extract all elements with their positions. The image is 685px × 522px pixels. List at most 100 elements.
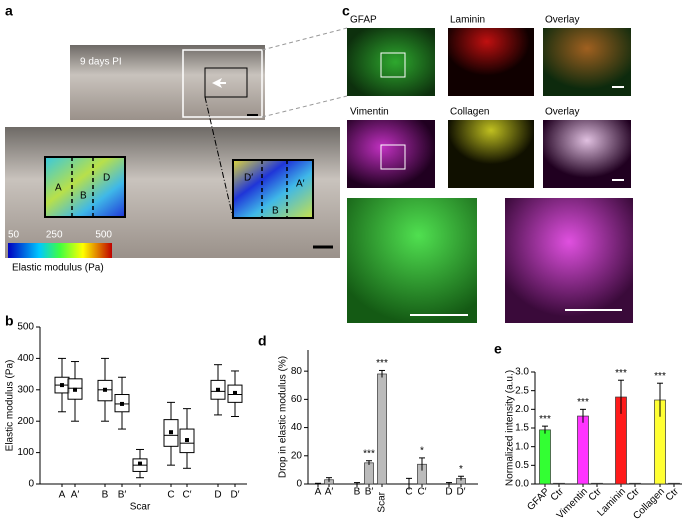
mean bbox=[73, 387, 77, 392]
zoom-box bbox=[182, 49, 263, 118]
x-tick-label: C′ bbox=[417, 487, 426, 498]
significance: *** bbox=[363, 448, 375, 459]
inset-label: 9 days PI bbox=[80, 57, 122, 68]
y-tick-label: 2.5 bbox=[515, 385, 529, 396]
connector bbox=[261, 27, 348, 118]
y-tick-label: 0.0 bbox=[515, 479, 529, 490]
panel-label: b bbox=[5, 313, 14, 329]
y-tick-label: 2.0 bbox=[515, 404, 529, 415]
mean bbox=[120, 401, 124, 406]
brain-image bbox=[70, 45, 265, 120]
micrographs bbox=[347, 28, 633, 323]
region-label: B bbox=[272, 206, 279, 217]
x-tick-label: C′ bbox=[182, 490, 191, 501]
region-label: B bbox=[80, 191, 87, 202]
y-axis-label: Drop in elastic modulus (%) bbox=[278, 356, 289, 478]
mean bbox=[138, 461, 142, 466]
mean bbox=[103, 387, 107, 392]
panel-label: c bbox=[342, 3, 350, 19]
x-tick-label: B bbox=[102, 490, 109, 501]
x-tick-label: D′ bbox=[230, 490, 239, 501]
y-tick-label: 400 bbox=[17, 353, 34, 364]
stain-label: Overlay bbox=[545, 15, 579, 26]
y-axis-label: Elastic modulus (Pa) bbox=[5, 360, 16, 452]
x-tick-label: A bbox=[315, 487, 322, 498]
dashed-lines bbox=[71, 157, 288, 218]
mean bbox=[185, 438, 189, 443]
bar bbox=[539, 429, 551, 485]
x-tick-label: Ctr bbox=[664, 486, 682, 504]
bar bbox=[668, 482, 680, 485]
region-label: A′ bbox=[296, 179, 305, 190]
x-tick-label: A′ bbox=[71, 490, 80, 501]
x-tick-label: Ctr bbox=[625, 486, 643, 504]
y-tick-label: 300 bbox=[17, 384, 34, 395]
x-tick-label: Scar bbox=[377, 491, 388, 512]
colorbar bbox=[8, 243, 112, 258]
mean bbox=[169, 430, 173, 435]
x-tick-label: C bbox=[167, 490, 174, 501]
y-axis-label: Normalized intensity (a.u.) bbox=[505, 370, 516, 486]
significance: * bbox=[420, 446, 424, 457]
heatmap bbox=[232, 159, 314, 219]
x-tick-label: C bbox=[405, 487, 412, 498]
stain-label: GFAP bbox=[350, 15, 377, 26]
stain-label: Laminin bbox=[450, 15, 485, 26]
significance: * bbox=[459, 464, 463, 475]
bar bbox=[553, 482, 565, 485]
significance: *** bbox=[577, 397, 589, 408]
colorbar-tick-label: 500 bbox=[95, 230, 112, 241]
colorbar-tick-label: 250 bbox=[46, 230, 63, 241]
significance: *** bbox=[376, 358, 388, 369]
colorbar-tick-label: 50 bbox=[8, 230, 20, 241]
x-tick-label: B′ bbox=[118, 490, 127, 501]
region-label: A bbox=[55, 183, 62, 194]
significance: *** bbox=[615, 368, 627, 379]
y-tick-label: 200 bbox=[17, 416, 34, 427]
x-tick-label: D bbox=[445, 487, 452, 498]
y-tick-label: 3.0 bbox=[515, 367, 529, 378]
x-tick-label: D′ bbox=[456, 487, 465, 498]
bar bbox=[377, 373, 387, 485]
x-tick-label: A bbox=[59, 490, 66, 501]
zoom-box bbox=[204, 67, 248, 98]
x-tick-label: Scar bbox=[130, 502, 151, 513]
panel-label: d bbox=[258, 333, 267, 349]
bar bbox=[629, 482, 641, 485]
mean bbox=[233, 390, 237, 395]
arrow bbox=[212, 78, 226, 88]
y-tick-label: 60 bbox=[291, 394, 303, 405]
bar bbox=[364, 462, 374, 485]
stain-label: Collagen bbox=[450, 107, 489, 118]
y-tick-label: 1.0 bbox=[515, 441, 529, 452]
y-tick-label: 1.5 bbox=[515, 423, 529, 434]
y-tick-label: 20 bbox=[291, 450, 303, 461]
stain-label: Overlay bbox=[545, 107, 579, 118]
y-tick-label: 80 bbox=[291, 366, 303, 377]
x-tick-label: Ctr bbox=[587, 486, 605, 504]
x-tick-label: D bbox=[214, 490, 221, 501]
stain-label: Vimentin bbox=[350, 107, 389, 118]
panel-label: a bbox=[5, 3, 13, 19]
x-tick-label: B bbox=[354, 487, 361, 498]
region-label: D′ bbox=[244, 173, 253, 184]
significance: *** bbox=[539, 414, 551, 425]
bar bbox=[591, 482, 603, 485]
connector bbox=[204, 96, 234, 219]
significance: *** bbox=[654, 371, 666, 382]
y-tick-label: 0 bbox=[28, 479, 34, 490]
heatmap bbox=[44, 156, 126, 218]
y-tick-label: 100 bbox=[17, 447, 34, 458]
y-tick-label: 0 bbox=[296, 479, 302, 490]
region-label: D bbox=[103, 173, 110, 184]
x-tick-label: A′ bbox=[325, 487, 334, 498]
bar bbox=[577, 415, 589, 485]
x-tick-label: GFAP bbox=[525, 486, 552, 513]
y-tick-label: 0.5 bbox=[515, 460, 529, 471]
mean bbox=[60, 383, 64, 388]
colorbar-label: Elastic modulus (Pa) bbox=[12, 263, 104, 274]
mean bbox=[216, 387, 220, 392]
y-tick-label: 40 bbox=[291, 422, 303, 433]
panel-label: e bbox=[494, 341, 502, 357]
